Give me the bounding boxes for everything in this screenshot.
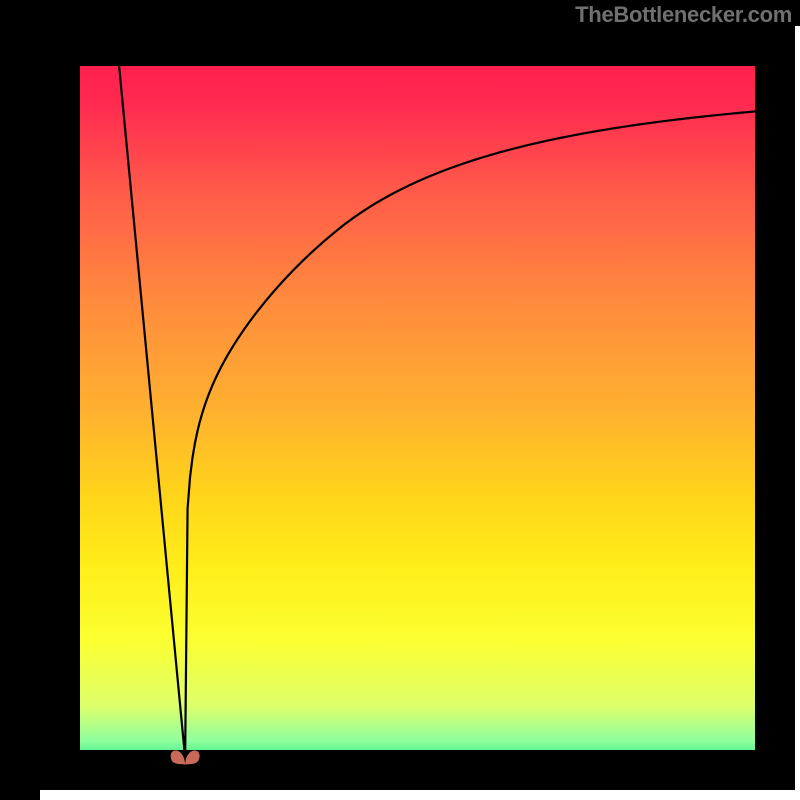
chart-svg xyxy=(0,0,800,800)
chart-container: TheBottlenecker.com xyxy=(0,0,800,800)
watermark-text: TheBottlenecker.com xyxy=(575,2,792,28)
gradient-background xyxy=(60,46,775,770)
